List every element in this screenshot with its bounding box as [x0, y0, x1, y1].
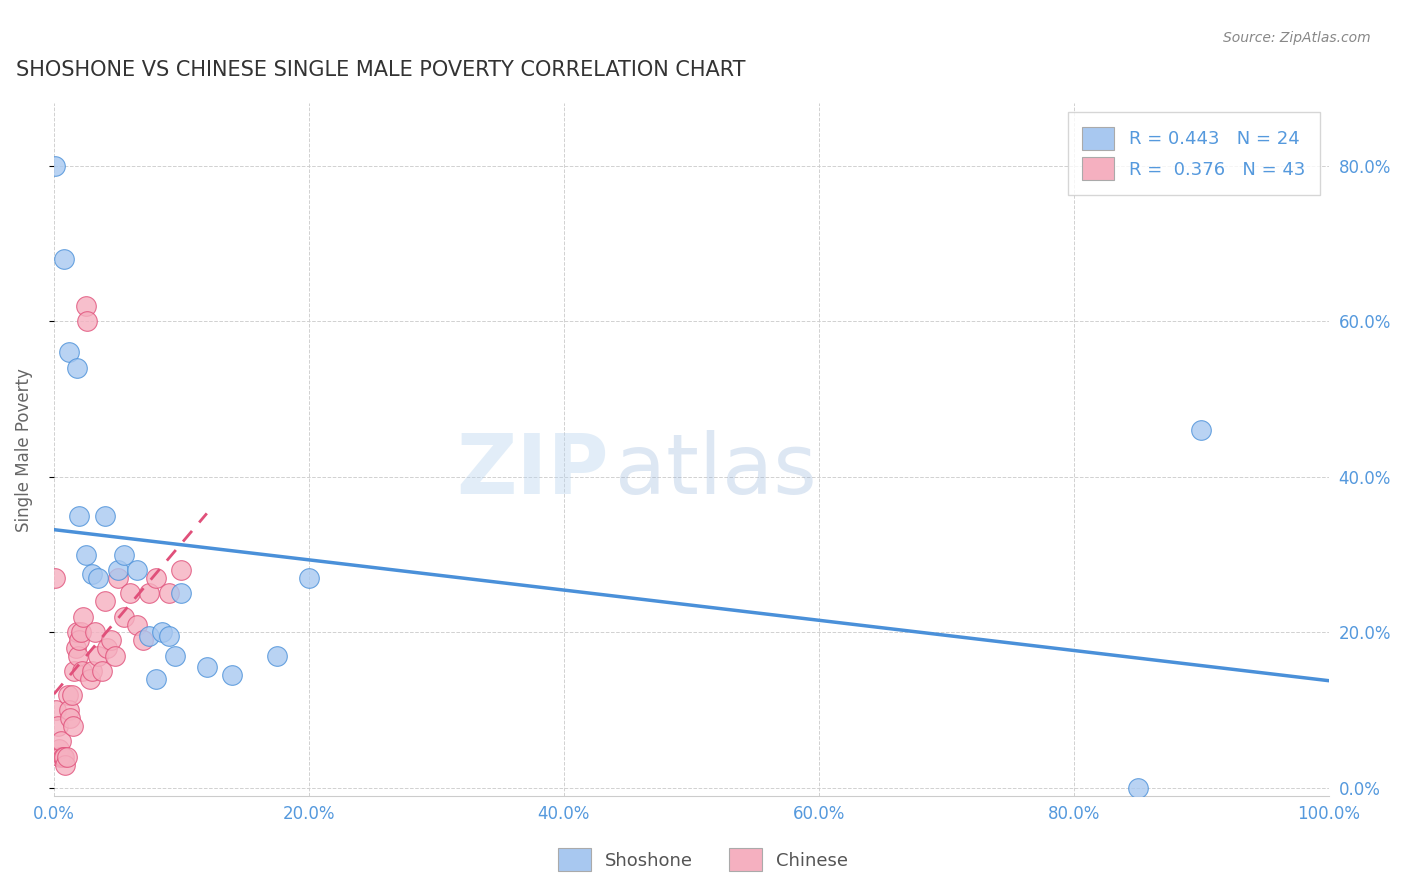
Point	[170, 563, 193, 577]
Point	[120, 586, 142, 600]
Point	[112, 548, 135, 562]
Point	[56, 688, 79, 702]
Point	[58, 703, 80, 717]
Point	[87, 571, 110, 585]
Point	[112, 610, 135, 624]
Point	[195, 660, 218, 674]
Text: Source: ZipAtlas.com: Source: ZipAtlas.com	[1223, 31, 1371, 45]
Point	[75, 299, 97, 313]
Point	[96, 640, 118, 655]
Point	[59, 711, 82, 725]
Point	[44, 159, 66, 173]
Point	[132, 633, 155, 648]
Point	[163, 648, 186, 663]
Point	[62, 719, 84, 733]
Point	[1126, 780, 1149, 795]
Point	[72, 610, 94, 624]
Point	[157, 586, 180, 600]
Point	[69, 625, 91, 640]
Point	[45, 703, 67, 717]
Point	[170, 586, 193, 600]
Y-axis label: Single Male Poverty: Single Male Poverty	[15, 368, 32, 532]
Point	[48, 742, 70, 756]
Point	[94, 594, 117, 608]
Point	[65, 640, 87, 655]
Point	[79, 672, 101, 686]
Point	[125, 563, 148, 577]
Point	[67, 508, 90, 523]
Point	[138, 586, 160, 600]
Point	[44, 571, 66, 585]
Point	[55, 749, 77, 764]
Point	[266, 648, 288, 663]
Point	[94, 508, 117, 523]
Point	[107, 571, 129, 585]
Point	[53, 252, 76, 266]
Point	[75, 548, 97, 562]
Point	[107, 563, 129, 577]
Point	[138, 629, 160, 643]
Point	[76, 314, 98, 328]
Point	[66, 360, 89, 375]
Point	[67, 648, 90, 663]
Point	[83, 625, 105, 640]
Point	[145, 672, 167, 686]
Point	[51, 734, 73, 748]
Point	[104, 648, 127, 663]
Text: ZIP: ZIP	[456, 430, 609, 511]
Point	[58, 345, 80, 359]
Point	[87, 648, 110, 663]
Point	[80, 567, 103, 582]
Point	[221, 668, 243, 682]
Point	[49, 749, 72, 764]
Legend: R = 0.443   N = 24, R =  0.376   N = 43: R = 0.443 N = 24, R = 0.376 N = 43	[1067, 112, 1320, 195]
Point	[60, 688, 83, 702]
Text: atlas: atlas	[614, 430, 817, 511]
Point	[70, 665, 93, 679]
Point	[67, 633, 90, 648]
Point	[63, 665, 86, 679]
Point	[52, 749, 75, 764]
Point	[80, 665, 103, 679]
Point	[66, 625, 89, 640]
Point	[91, 665, 114, 679]
Legend: Shoshone, Chinese: Shoshone, Chinese	[551, 841, 855, 879]
Point	[145, 571, 167, 585]
Point	[125, 617, 148, 632]
Point	[53, 749, 76, 764]
Point	[100, 633, 122, 648]
Text: SHOSHONE VS CHINESE SINGLE MALE POVERTY CORRELATION CHART: SHOSHONE VS CHINESE SINGLE MALE POVERTY …	[15, 60, 745, 79]
Point	[298, 571, 321, 585]
Point	[157, 629, 180, 643]
Point	[1189, 423, 1212, 437]
Point	[150, 625, 173, 640]
Point	[53, 757, 76, 772]
Point	[46, 719, 69, 733]
